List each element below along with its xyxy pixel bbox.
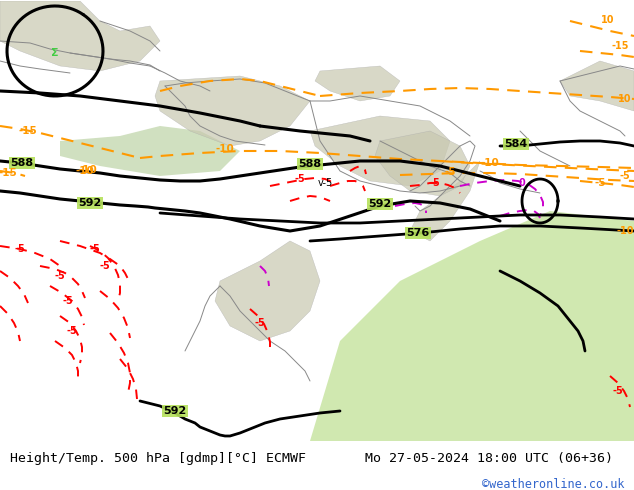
- Text: 592: 592: [79, 198, 101, 208]
- Text: -5: -5: [67, 326, 77, 336]
- Text: 10: 10: [618, 94, 631, 104]
- Text: 592: 592: [164, 406, 186, 416]
- Text: v-5: v-5: [318, 178, 333, 188]
- Text: 588: 588: [10, 158, 34, 168]
- Text: 0: 0: [519, 178, 526, 188]
- Text: Mo 27-05-2024 18:00 UTC (06+36): Mo 27-05-2024 18:00 UTC (06+36): [365, 452, 612, 466]
- Text: -10: -10: [75, 166, 94, 176]
- Text: -10: -10: [216, 144, 235, 154]
- Polygon shape: [315, 66, 400, 101]
- Polygon shape: [375, 131, 470, 196]
- Polygon shape: [310, 211, 634, 441]
- Text: ©weatheronline.co.uk: ©weatheronline.co.uk: [482, 478, 624, 490]
- Text: -5: -5: [594, 178, 605, 188]
- Text: -5: -5: [100, 261, 110, 271]
- Text: -5: -5: [89, 244, 100, 254]
- Text: Σ: Σ: [51, 48, 59, 58]
- Text: -5: -5: [63, 296, 74, 306]
- Text: -10: -10: [481, 158, 500, 168]
- Polygon shape: [215, 241, 320, 341]
- Text: -10: -10: [79, 165, 98, 175]
- Text: -15: -15: [18, 126, 37, 136]
- Text: -5: -5: [55, 271, 65, 281]
- Text: -5: -5: [295, 174, 306, 184]
- Text: -5: -5: [619, 171, 630, 181]
- Text: -5: -5: [612, 386, 623, 396]
- Text: -5: -5: [15, 244, 25, 254]
- Polygon shape: [310, 116, 450, 186]
- Polygon shape: [155, 76, 310, 146]
- Text: 584: 584: [505, 139, 527, 149]
- Text: 576: 576: [406, 228, 430, 238]
- Polygon shape: [560, 61, 634, 111]
- Text: -10: -10: [616, 226, 634, 236]
- Text: Height/Temp. 500 hPa [gdmp][°C] ECMWF: Height/Temp. 500 hPa [gdmp][°C] ECMWF: [10, 452, 306, 466]
- Text: 10: 10: [601, 15, 615, 25]
- Text: -15: -15: [611, 41, 629, 51]
- Text: -5: -5: [255, 318, 266, 328]
- Text: 588: 588: [299, 159, 321, 169]
- Polygon shape: [60, 126, 240, 176]
- Text: -5: -5: [444, 167, 456, 177]
- Text: -5: -5: [430, 178, 441, 188]
- Polygon shape: [410, 161, 480, 241]
- Polygon shape: [0, 1, 160, 71]
- Text: 592: 592: [368, 199, 392, 209]
- Text: -15: -15: [0, 168, 17, 178]
